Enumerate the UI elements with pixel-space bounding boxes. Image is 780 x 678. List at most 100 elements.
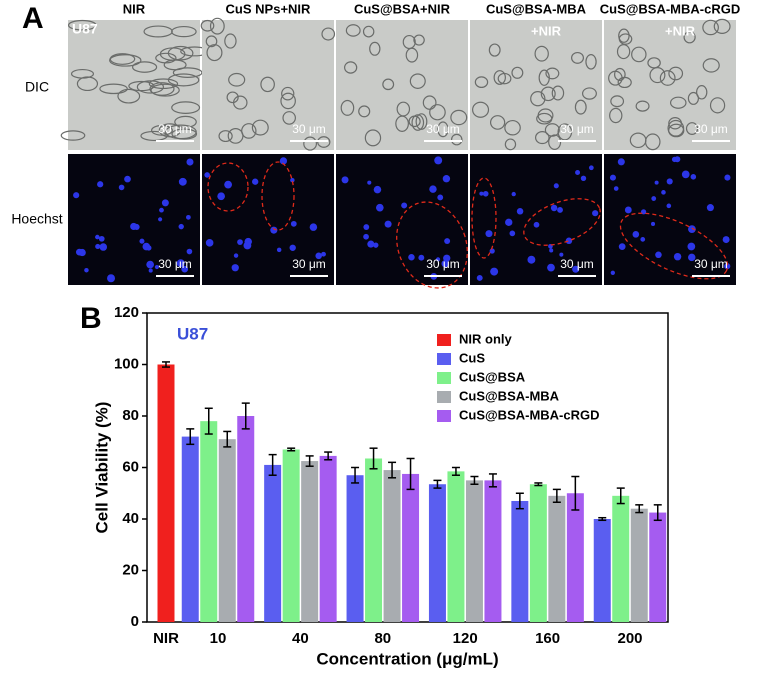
error-bar — [635, 504, 644, 514]
cell — [109, 54, 142, 67]
nucleus — [547, 263, 555, 272]
error-bar — [305, 455, 314, 467]
error-bar — [287, 447, 296, 452]
bar — [529, 484, 547, 622]
nucleus — [148, 268, 153, 273]
cell — [200, 19, 215, 32]
error-bar — [324, 451, 333, 461]
cell — [585, 53, 597, 70]
nucleus — [95, 234, 100, 240]
fluorescence-image: 30 μm — [202, 154, 334, 285]
error-bar — [571, 475, 580, 511]
y-tick-label: 80 — [122, 407, 139, 424]
nucleus — [401, 202, 408, 209]
nucleus — [176, 259, 185, 268]
cell — [629, 132, 647, 149]
bar — [402, 473, 420, 622]
nucleus — [374, 186, 381, 194]
cell — [474, 76, 489, 89]
nucleus — [290, 220, 297, 227]
cell — [205, 35, 218, 48]
nucleus — [231, 264, 239, 272]
error-bar — [515, 492, 524, 510]
nucleus — [309, 223, 318, 231]
legend-label: CuS — [459, 350, 485, 365]
nucleus — [722, 236, 730, 244]
cell — [659, 70, 676, 86]
cell — [128, 80, 155, 92]
cell — [344, 61, 358, 74]
cell — [206, 44, 223, 62]
error-bar — [488, 473, 497, 488]
error-bar — [241, 402, 250, 430]
x-tick-label: NIR — [153, 630, 179, 647]
bar — [282, 449, 300, 622]
nucleus — [270, 226, 278, 234]
cell — [226, 91, 239, 104]
cell — [618, 33, 633, 45]
nucleus — [613, 186, 619, 191]
nucleus — [666, 178, 673, 185]
nucleus — [505, 218, 513, 227]
legend-swatch — [437, 391, 451, 403]
nucleus — [224, 180, 232, 189]
nucleus — [178, 177, 187, 186]
x-axis-label: Concentration (μg/mL) — [316, 649, 498, 668]
error-bar — [351, 466, 360, 484]
legend-label: CuS@BSA-MBA-cRGD — [459, 407, 600, 422]
nucleus — [533, 221, 540, 228]
cell — [402, 34, 416, 50]
bar — [218, 439, 236, 622]
cell — [317, 136, 331, 148]
cell — [683, 31, 696, 44]
error-bar — [186, 428, 195, 446]
nucleus — [341, 176, 349, 184]
nucleus — [279, 157, 288, 165]
cell — [132, 61, 158, 73]
cell — [489, 115, 506, 130]
cell — [437, 121, 449, 138]
cell — [209, 17, 225, 35]
scale-bar-label: 30 μm — [158, 257, 192, 271]
nucleus — [99, 243, 108, 251]
cell — [488, 43, 501, 57]
cell — [472, 101, 490, 118]
nucleus — [367, 240, 375, 248]
bar — [548, 495, 566, 622]
nucleus — [592, 210, 599, 217]
cell — [382, 78, 395, 91]
dic-image: 30 μm — [604, 18, 736, 151]
column-title: CuS@BSA-MBA-cRGD — [600, 1, 741, 16]
nucleus — [516, 208, 524, 215]
nucleus — [133, 223, 140, 230]
cell — [574, 99, 587, 115]
cell — [548, 134, 562, 150]
error-bar — [451, 466, 460, 476]
legend-swatch — [437, 410, 451, 422]
scale-bar-label: 30 μm — [426, 257, 460, 271]
cell — [687, 91, 700, 105]
nucleus — [161, 199, 169, 207]
cell — [504, 138, 517, 151]
nucleus — [559, 252, 564, 257]
nucleus — [442, 175, 451, 183]
panel-label: B — [80, 302, 102, 335]
bar — [428, 484, 446, 622]
cell — [631, 46, 647, 63]
cell — [493, 70, 506, 85]
error-bar — [268, 453, 277, 476]
cell — [497, 72, 512, 85]
nucleus — [485, 230, 493, 238]
nucleus — [527, 255, 536, 264]
cell — [635, 100, 650, 112]
nucleus — [243, 241, 252, 250]
legend-swatch — [437, 372, 451, 384]
nucleus — [124, 175, 131, 183]
cell — [610, 95, 625, 108]
fluorescence-image: 30 μm — [604, 154, 736, 285]
cell — [99, 83, 128, 95]
annotation: U87 — [177, 324, 208, 343]
cell — [450, 133, 463, 146]
bar — [383, 470, 401, 622]
x-tick-label: 40 — [292, 630, 309, 647]
